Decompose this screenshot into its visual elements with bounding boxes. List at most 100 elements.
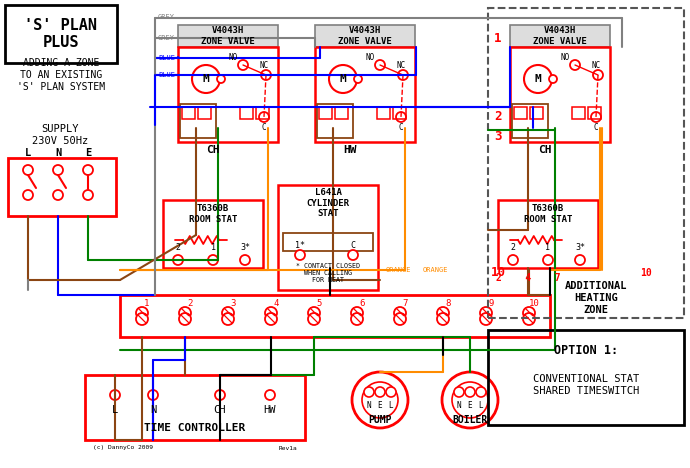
Text: CH: CH — [206, 145, 219, 155]
Bar — [163, 200, 263, 268]
Circle shape — [222, 313, 234, 325]
Circle shape — [217, 75, 225, 83]
Text: 10: 10 — [640, 268, 652, 278]
Bar — [393, 107, 406, 119]
Text: BLUE: BLUE — [158, 72, 175, 78]
Bar — [278, 185, 378, 290]
Text: Rev1a: Rev1a — [278, 446, 297, 451]
Text: 10: 10 — [491, 266, 506, 279]
Text: CH: CH — [538, 145, 552, 155]
Circle shape — [593, 70, 603, 80]
Circle shape — [110, 390, 120, 400]
Bar — [488, 8, 684, 318]
Text: M: M — [203, 74, 209, 84]
Text: ADDITIONAL
HEATING
ZONE: ADDITIONAL HEATING ZONE — [564, 281, 627, 314]
Circle shape — [480, 307, 492, 319]
Circle shape — [259, 112, 269, 122]
Bar — [498, 200, 598, 268]
Text: M: M — [535, 74, 542, 84]
Text: (c) DannyCo 2009: (c) DannyCo 2009 — [93, 446, 153, 451]
Circle shape — [524, 65, 552, 93]
Circle shape — [208, 255, 218, 265]
Bar — [178, 47, 278, 142]
Bar — [8, 158, 116, 216]
Circle shape — [351, 313, 363, 325]
Circle shape — [179, 313, 191, 325]
Text: HW: HW — [264, 405, 276, 415]
Bar — [335, 107, 348, 119]
Text: 3*: 3* — [575, 243, 585, 253]
Circle shape — [192, 65, 220, 93]
Circle shape — [329, 65, 357, 93]
Circle shape — [437, 313, 449, 325]
Bar — [85, 375, 305, 440]
Circle shape — [575, 255, 585, 265]
Circle shape — [265, 313, 277, 325]
Text: L: L — [112, 405, 118, 415]
Text: NO: NO — [366, 52, 375, 61]
Circle shape — [222, 307, 234, 319]
Circle shape — [394, 313, 406, 325]
Text: 2    4    7: 2 4 7 — [495, 273, 560, 283]
Circle shape — [148, 390, 158, 400]
Text: 2: 2 — [175, 243, 181, 253]
Circle shape — [173, 255, 183, 265]
Text: V4043H
ZONE VALVE: V4043H ZONE VALVE — [338, 26, 392, 46]
Text: 4: 4 — [273, 299, 279, 307]
Circle shape — [476, 387, 486, 397]
Circle shape — [53, 190, 63, 200]
Circle shape — [23, 190, 33, 200]
Text: 3: 3 — [494, 130, 502, 142]
Circle shape — [83, 165, 93, 175]
Bar — [319, 107, 332, 119]
Text: 1: 1 — [210, 243, 215, 253]
Text: 6: 6 — [359, 299, 365, 307]
Bar — [530, 107, 543, 119]
Circle shape — [591, 112, 601, 122]
Text: N: N — [366, 401, 371, 410]
Circle shape — [308, 313, 320, 325]
Circle shape — [265, 307, 277, 319]
Text: 2: 2 — [511, 243, 515, 253]
Circle shape — [364, 387, 374, 397]
Text: NC: NC — [259, 60, 268, 70]
Text: ORANGE: ORANGE — [385, 267, 411, 273]
Circle shape — [136, 307, 148, 319]
Circle shape — [179, 307, 191, 319]
Text: SUPPLY
230V 50Hz: SUPPLY 230V 50Hz — [32, 124, 88, 146]
Text: NC: NC — [591, 60, 600, 70]
Bar — [315, 25, 415, 47]
Text: E: E — [468, 401, 473, 410]
Text: L641A
CYLINDER
STAT: L641A CYLINDER STAT — [306, 188, 350, 218]
Text: E: E — [377, 401, 382, 410]
Bar — [377, 107, 390, 119]
Text: NO: NO — [228, 52, 237, 61]
Text: C: C — [351, 241, 355, 249]
Circle shape — [375, 60, 385, 70]
Circle shape — [437, 307, 449, 319]
Bar — [317, 104, 353, 138]
Text: T6360B
ROOM STAT: T6360B ROOM STAT — [189, 205, 237, 224]
Text: N: N — [457, 401, 462, 410]
Text: ADDING A ZONE
TO AN EXISTING
'S' PLAN SYSTEM: ADDING A ZONE TO AN EXISTING 'S' PLAN SY… — [17, 58, 105, 92]
Bar — [5, 5, 117, 63]
Text: 'S' PLAN
PLUS: 'S' PLAN PLUS — [25, 18, 97, 50]
Circle shape — [523, 307, 535, 319]
Text: 1: 1 — [144, 299, 150, 307]
Bar — [256, 107, 269, 119]
Text: 5: 5 — [316, 299, 322, 307]
Circle shape — [398, 70, 408, 80]
Circle shape — [396, 112, 406, 122]
Text: OPTION 1:: OPTION 1: — [554, 344, 618, 357]
Circle shape — [295, 250, 305, 260]
Circle shape — [480, 313, 492, 325]
Circle shape — [238, 60, 248, 70]
Text: L: L — [388, 401, 393, 410]
Circle shape — [442, 372, 498, 428]
Circle shape — [354, 75, 362, 83]
Circle shape — [136, 313, 148, 325]
Text: C: C — [262, 123, 266, 132]
Circle shape — [452, 382, 488, 418]
Text: NO: NO — [560, 52, 570, 61]
Text: 3*: 3* — [240, 243, 250, 253]
